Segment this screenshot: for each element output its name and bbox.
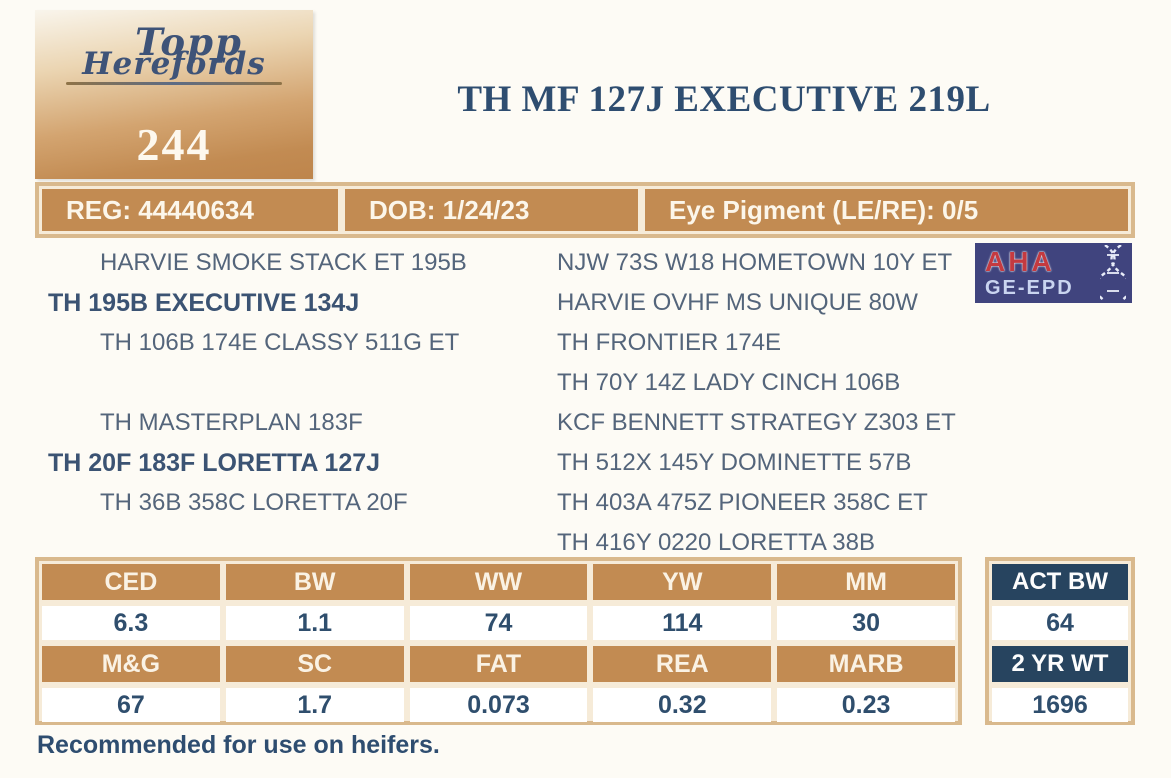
pedigree-entry: TH 416Y 0220 LORETTA 38B [557, 529, 875, 556]
pedigree-entry: TH 36B 358C LORETTA 20F [100, 489, 408, 516]
eye-pigment: Eye Pigment (LE/RE): 0/5 [645, 189, 1128, 231]
pedigree-entry-sire: TH 195B EXECUTIVE 134J [48, 288, 360, 317]
epd-value-fat: 0.073 [409, 688, 588, 722]
ge-epd-label: GE-EPD [985, 277, 1074, 299]
pedigree-spacer [35, 363, 550, 403]
dna-helix-icon [1100, 245, 1126, 301]
pedigree-entry: HARVIE SMOKE STACK ET 195B [100, 249, 467, 276]
two-yr-wt-value: 1696 [992, 688, 1128, 722]
aha-ge-epd-badge: AHA GE-EPD [975, 243, 1132, 303]
act-bw-header: ACT BW [992, 564, 1128, 600]
recommendation-note: Recommended for use on heifers. [37, 731, 440, 759]
epd-value-marb: 0.23 [777, 688, 955, 722]
epd-header-rea: REA [593, 646, 772, 682]
epd-value-mg: 67 [42, 688, 220, 722]
pedigree-entry: TH 70Y 14Z LADY CINCH 106B [557, 369, 901, 396]
epd-table: CED BW WW YW MM 6.3 1.1 74 114 30 M&G SC… [35, 557, 962, 725]
pedigree-entry: TH FRONTIER 174E [557, 329, 782, 356]
brand-word-topp: Topp [135, 20, 243, 64]
epd-header-fat: FAT [409, 646, 588, 682]
brand-underline [65, 82, 283, 85]
epd-value-ww: 74 [409, 606, 588, 640]
brand-word-herefords: Herefords [82, 46, 266, 82]
pedigree-entry: TH 106B 174E CLASSY 511G ET [100, 329, 460, 356]
epd-value-ced: 6.3 [42, 606, 220, 640]
epd-header-ww: WW [409, 564, 588, 600]
epd-header-yw: YW [593, 564, 772, 600]
lot-number: 244 [136, 119, 212, 170]
epd-header-mm: MM [777, 564, 955, 600]
pedigree-left-column: HARVIE SMOKE STACK ET 195B TH 195B EXECU… [35, 243, 550, 523]
reg-number: REG: 44440634 [42, 189, 338, 231]
pedigree-entry: TH 403A 475Z PIONEER 358C ET [557, 489, 928, 516]
epd-header-ced: CED [42, 564, 220, 600]
aha-label: AHA [985, 246, 1055, 277]
pedigree-entry: KCF BENNETT STRATEGY Z303 ET [557, 409, 956, 436]
act-bw-value: 64 [992, 606, 1128, 640]
topp-herefords-logo: Topp Herefords [35, 24, 313, 85]
pedigree-entry: HARVIE OVHF MS UNIQUE 80W [557, 289, 918, 316]
dob: DOB: 1/24/23 [345, 189, 638, 231]
epd-value-bw: 1.1 [225, 606, 404, 640]
epd-header-sc: SC [225, 646, 404, 682]
epd-value-rea: 0.32 [593, 688, 772, 722]
pedigree-right-column: NJW 73S W18 HOMETOWN 10Y ET HARVIE OVHF … [557, 243, 987, 563]
registration-info-bar: REG: 44440634 DOB: 1/24/23 Eye Pigment (… [35, 182, 1135, 238]
two-yr-wt-header: 2 YR WT [992, 646, 1128, 682]
pedigree-entry: TH 512X 145Y DOMINETTE 57B [557, 449, 912, 476]
epd-value-mm: 30 [777, 606, 955, 640]
epd-header-marb: MARB [777, 646, 955, 682]
epd-header-bw: BW [225, 564, 404, 600]
epd-header-mg: M&G [42, 646, 220, 682]
epd-value-sc: 1.7 [225, 688, 404, 722]
epd-value-yw: 114 [593, 606, 772, 640]
animal-title: TH MF 127J EXECUTIVE 219L [457, 79, 991, 120]
pedigree-entry-dam: TH 20F 183F LORETTA 127J [48, 448, 381, 477]
pedigree-entry: TH MASTERPLAN 183F [100, 409, 363, 436]
topp-herefords-logo-box: Topp Herefords 244 [35, 10, 313, 179]
pedigree-entry: NJW 73S W18 HOMETOWN 10Y ET [557, 249, 953, 276]
actual-weights-table: ACT BW 64 2 YR WT 1696 [985, 557, 1135, 725]
